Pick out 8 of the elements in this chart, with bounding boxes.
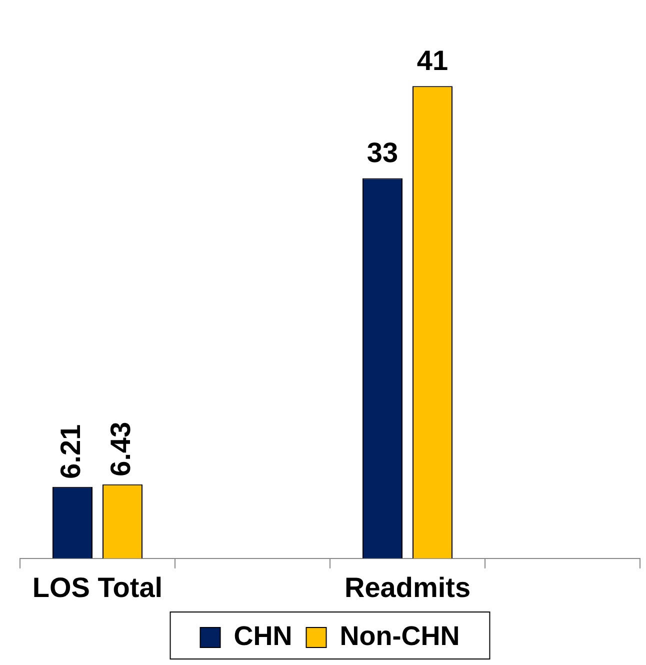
legend-label: CHN — [234, 620, 292, 651]
data-label: 6.21 — [55, 424, 86, 479]
data-label: 41 — [416, 44, 448, 76]
x-tick-label: LOS Total — [32, 572, 163, 603]
x-tick-label: Readmits — [344, 572, 471, 603]
data-label: 33 — [366, 136, 398, 168]
data-label: 6.43 — [105, 422, 136, 476]
legend-label: Non-CHN — [340, 620, 460, 651]
